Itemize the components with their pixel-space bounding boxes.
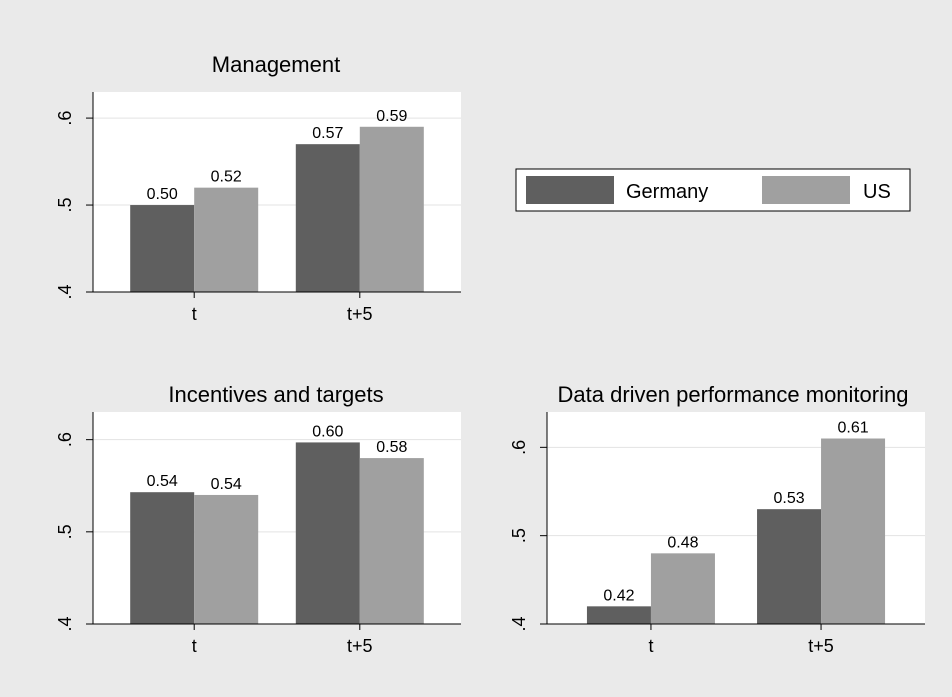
x-tick-label: t [192,636,197,656]
data-label: 0.50 [147,186,178,203]
panel-title: Management [212,52,340,77]
y-tick-label: .5 [55,524,75,539]
x-tick-label: t [648,636,653,656]
bar-us-t [194,187,259,292]
y-tick-label: .4 [509,616,529,631]
y-tick-label: .5 [509,528,529,543]
x-tick-label: t+5 [347,636,373,656]
chart-panel-0: Management 0.50 0.52 t 0.57 0.59 t+5 .4 .5 .6 [55,52,461,324]
legend-swatch-germany [526,176,614,204]
legend-swatch-us [762,176,850,204]
x-tick-label: t [192,304,197,324]
y-tick-label: .4 [55,616,75,631]
data-label: 0.57 [312,125,343,142]
data-label: 0.61 [837,420,868,437]
panel-title: Incentives and targets [168,382,383,407]
data-label: 0.52 [211,169,242,186]
bar-germany-t+5 [295,442,360,624]
y-tick-label: .6 [509,440,529,455]
legend: Germany US [515,168,911,212]
bar-us-t [650,553,715,624]
bar-germany-t+5 [757,509,822,624]
data-label: 0.48 [667,534,698,551]
panels: Management0.500.52t0.570.59t+5.4.5.6Ince… [55,52,925,656]
data-label: 0.53 [773,490,804,507]
panel-title: Data driven performance monitoring [558,382,909,407]
bar-us-t+5 [359,458,424,624]
y-tick-label: .6 [55,111,75,126]
bar-us-t+5 [359,126,424,292]
bar-us-t+5 [821,438,886,624]
bar-germany-t+5 [295,144,360,292]
bar-germany-t [130,492,195,624]
bar-germany-t [130,205,195,292]
y-tick-label: .5 [55,198,75,213]
data-label: 0.59 [376,108,407,125]
y-tick-label: .4 [55,284,75,299]
x-tick-label: t+5 [347,304,373,324]
data-label: 0.54 [147,473,178,490]
data-label: 0.54 [211,476,242,493]
chart-panel-1: Incentives and targets 0.54 0.54 t 0.60 0.58 t… [55,382,461,656]
bar-germany-t [586,606,651,624]
bar-us-t [194,494,259,624]
data-label: 0.42 [603,587,634,604]
legend-label-us: US [863,181,891,203]
data-label: 0.60 [312,423,343,440]
chart-panel-2: Data driven performance monitoring 0.42 0.… [509,382,925,656]
y-tick-label: .6 [55,432,75,447]
x-tick-label: t+5 [808,636,834,656]
data-label: 0.58 [376,439,407,456]
legend-label-germany: Germany [626,181,708,203]
